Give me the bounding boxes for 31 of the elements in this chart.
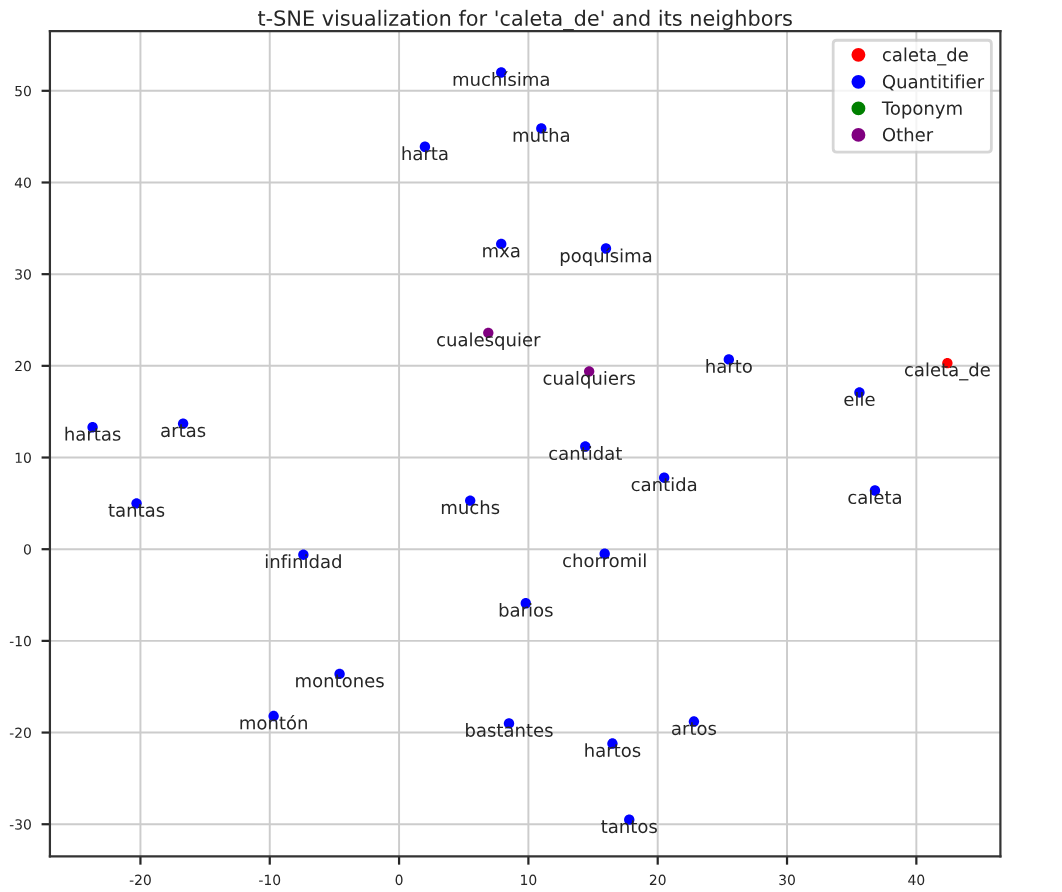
annotation: barios: [499, 602, 553, 617]
legend-label: caleta_de: [882, 47, 968, 66]
annotation: montón: [240, 714, 307, 730]
legend-label: Other: [882, 127, 934, 142]
annotation: chorromil: [563, 553, 646, 568]
legend-label: Quantitifier: [882, 74, 985, 91]
annotation: elle: [844, 392, 875, 406]
annotation: tantos: [601, 820, 657, 834]
annotation: harta: [402, 146, 448, 161]
annotation: tantas: [108, 504, 165, 517]
annotation: cualesquier: [437, 332, 541, 350]
annotation: hartas: [65, 426, 121, 441]
annotation: caleta_de: [904, 362, 990, 381]
annotation: mutha: [513, 127, 569, 142]
legend-label: Toponym: [881, 101, 962, 119]
chart-title: t-SNE visualization for 'caleta_de' and its neighbors: [257, 9, 792, 31]
annotation: caleta: [848, 490, 901, 505]
annotation: artas: [161, 424, 206, 438]
annotation: bastantes: [466, 722, 553, 737]
annotation: harto: [706, 359, 752, 373]
annotation: artos: [671, 722, 717, 736]
annotation: muchs: [441, 500, 500, 515]
annotation: cantidat: [549, 446, 622, 461]
annotation: cantida: [631, 477, 697, 492]
annotation: mxa: [483, 247, 520, 258]
annotation: infinidad: [265, 554, 341, 569]
annotation: poquísima: [560, 247, 652, 266]
annotation: muchísima: [453, 71, 549, 87]
annotation: cualquiers: [543, 370, 635, 389]
annotation: hartos: [585, 743, 641, 758]
annotation: montones: [296, 674, 384, 688]
